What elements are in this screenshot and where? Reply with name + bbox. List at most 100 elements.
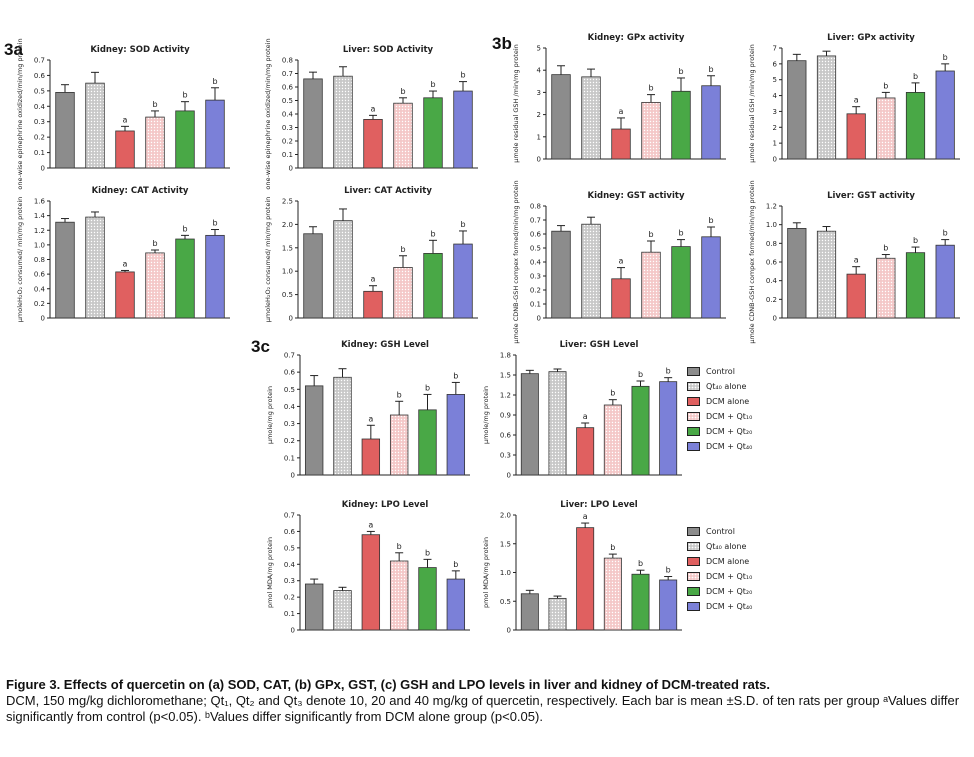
- y-tick-label: 0.1: [34, 149, 45, 157]
- significance-label: b: [212, 219, 217, 228]
- y-tick-label: 0.4: [284, 403, 296, 411]
- liver-lpo-chart: Liver: LPO Level 0 0.5 1.0 1.5 2.0 pmol MDA/mg…: [482, 500, 682, 635]
- y-tick-label: 0.3: [500, 452, 511, 460]
- y-tick-label: 2: [773, 124, 777, 132]
- bar: [846, 273, 866, 319]
- y-tick-label: 0.3: [284, 420, 295, 428]
- y-tick-label: 1.0: [34, 241, 45, 249]
- y-tick-label: 1.5: [500, 540, 511, 548]
- y-tick-label: 0: [773, 315, 777, 323]
- bar: [361, 534, 381, 631]
- y-tick-label: 0.7: [282, 70, 293, 78]
- kidney-sod-chart: Kidney: SOD Activity 0 0.1 0.2 0.3 0.4 0.5 0.6 0…: [16, 38, 230, 190]
- bar: [816, 230, 837, 319]
- significance-label: b: [182, 224, 187, 233]
- chart-title: Kidney: LPO Level: [342, 500, 429, 510]
- bar: [418, 567, 437, 631]
- significance-label: a: [371, 275, 376, 284]
- y-tick-label: 0: [537, 156, 541, 164]
- y-tick-label: 0.3: [530, 273, 541, 281]
- y-tick-label: 0.1: [530, 301, 541, 309]
- bar: [876, 97, 896, 160]
- y-tick-label: 0.6: [284, 528, 296, 536]
- y-tick-label: 1.8: [500, 352, 511, 360]
- kidney-gst-chart: Kidney: GST activity 0 0.1 0.2 0.3 0.4 0.5 0.6 0…: [512, 180, 726, 344]
- y-tick-label: 0: [289, 165, 293, 173]
- liver-sod-chart: Liver: SOD Activity 0 0.1 0.2 0.3 0.4 0.5 0.6 0.…: [264, 38, 478, 190]
- bar: [85, 82, 105, 169]
- y-tick-label: 0.8: [282, 57, 293, 65]
- chart-title: Liver: LPO Level: [560, 500, 638, 510]
- significance-label: b: [400, 245, 405, 254]
- legend-swatch: [687, 412, 700, 421]
- bar: [304, 583, 324, 631]
- significance-label: b: [425, 548, 430, 557]
- bar: [361, 438, 381, 476]
- legend-item: DCM + Qt₂₀: [687, 584, 752, 599]
- chart-title: Liver: CAT Activity: [344, 186, 432, 196]
- y-tick-label: 0.5: [282, 291, 293, 299]
- bar: [701, 85, 721, 160]
- y-tick-label: 1: [773, 140, 777, 148]
- y-tick-label: 0.5: [284, 386, 295, 394]
- bar: [205, 99, 225, 169]
- y-tick-label: 0.7: [284, 352, 295, 360]
- chart-title: Kidney: GST activity: [588, 191, 685, 201]
- bar: [548, 371, 567, 476]
- y-tick-label: 7: [773, 45, 777, 53]
- y-tick-label: 0: [291, 627, 295, 635]
- significance-label: b: [152, 239, 157, 248]
- y-axis-label: µmole/mg protein: [266, 386, 274, 444]
- liver-gsh-chart: Liver: GSH Level 0 0.3 0.6 0.9 1.2 1.5 1.8 µmole…: [482, 340, 682, 480]
- y-axis-label: µmole/mg protein: [482, 386, 490, 444]
- y-tick-label: 0: [291, 472, 295, 480]
- bar: [631, 385, 650, 476]
- y-tick-label: 0.2: [766, 296, 777, 304]
- bar: [363, 119, 383, 169]
- bar: [787, 228, 807, 319]
- bar: [671, 90, 691, 160]
- y-tick-label: 1.5: [282, 244, 293, 252]
- bar: [551, 230, 571, 319]
- significance-label: b: [913, 236, 918, 245]
- significance-label: a: [123, 115, 128, 124]
- y-tick-label: 1.0: [282, 268, 293, 276]
- y-tick-label: 0.6: [530, 231, 542, 239]
- legend-label: Qt₄₀ alone: [706, 382, 747, 391]
- y-tick-label: 0.6: [284, 369, 296, 377]
- y-tick-label: 0.1: [282, 151, 293, 159]
- bar: [548, 597, 567, 631]
- y-axis-label: one-wise epinephrine oxidized/min/mg pro…: [264, 38, 272, 189]
- chart-title: Kidney: GPx activity: [588, 33, 685, 43]
- caption-body: DCM, 150 mg/kg dichloromethane; Qt₁, Qt₂…: [6, 693, 960, 724]
- y-axis-label: µmole residual GSH /min/mg protein: [512, 44, 520, 163]
- bar: [611, 278, 631, 319]
- bar: [611, 128, 631, 160]
- legend-swatch: [687, 587, 700, 596]
- chart-title: Kidney: GSH Level: [341, 340, 429, 350]
- significance-label: b: [648, 230, 653, 239]
- y-tick-label: 0.4: [34, 285, 46, 293]
- y-tick-label: 0: [773, 156, 777, 164]
- bar: [603, 404, 622, 476]
- y-tick-label: 0.9: [500, 412, 511, 420]
- bar: [85, 216, 105, 319]
- significance-label: b: [453, 371, 458, 380]
- y-tick-label: 1.0: [766, 221, 777, 229]
- liver-gst-chart: Liver: GST activity 0 0.2 0.4 0.6 0.8 1.0 1.2 µm…: [748, 180, 960, 344]
- bar: [423, 253, 443, 319]
- bar: [333, 220, 353, 319]
- y-tick-label: 0.2: [284, 594, 295, 602]
- bar: [55, 221, 75, 319]
- y-tick-label: 0.2: [34, 300, 45, 308]
- bar: [389, 560, 409, 631]
- significance-label: b: [648, 84, 653, 93]
- y-tick-label: 0.6: [766, 259, 778, 267]
- bar: [905, 252, 926, 319]
- bar: [175, 238, 195, 319]
- bar: [641, 251, 661, 319]
- bar: [115, 130, 135, 169]
- bar: [145, 116, 165, 169]
- y-tick-label: 0.2: [34, 134, 45, 142]
- bar: [303, 233, 323, 319]
